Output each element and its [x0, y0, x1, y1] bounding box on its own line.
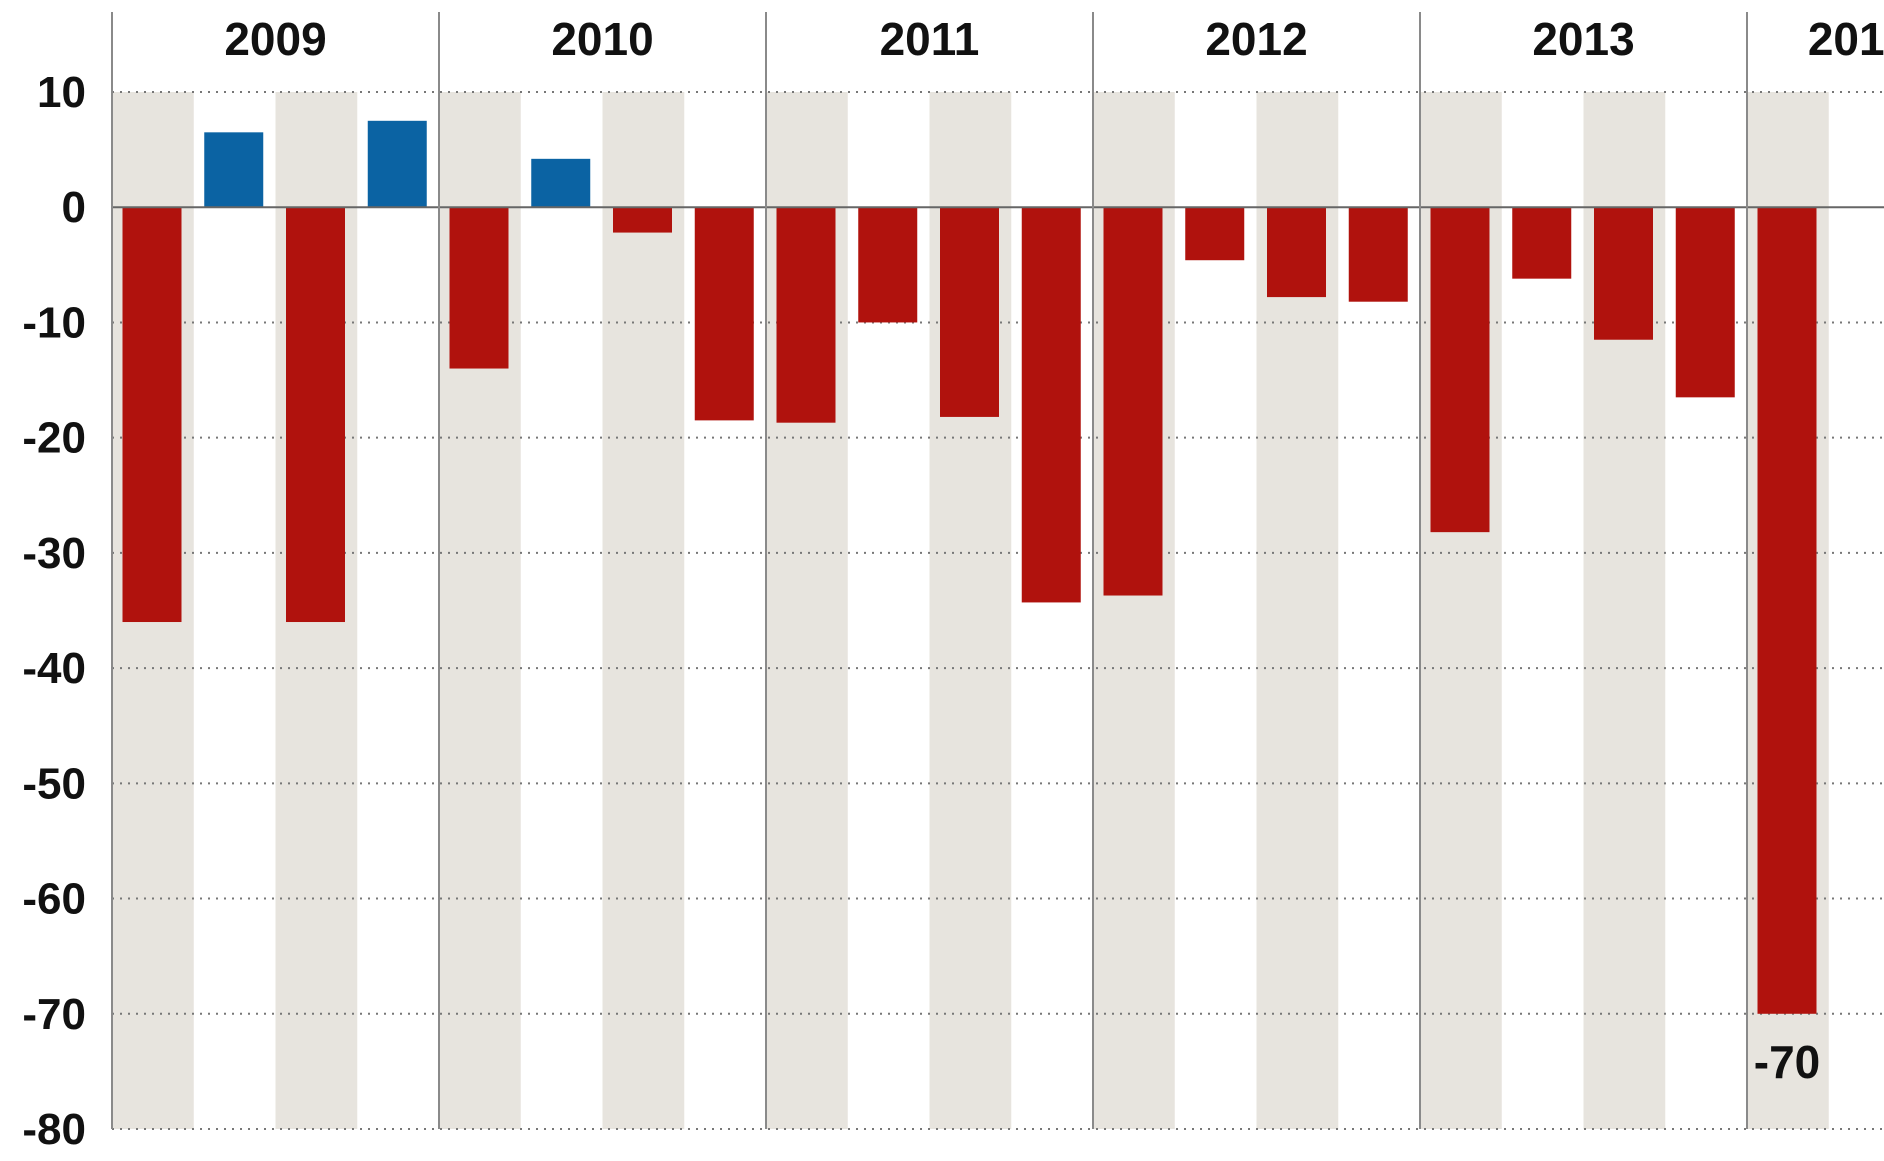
year-label: 2012 [1205, 13, 1307, 65]
y-tick-label: 10 [37, 68, 86, 117]
year-label: 2013 [1532, 13, 1634, 65]
bar-mark [1348, 207, 1408, 302]
labels: 10 0 -10 -20 -30 -40 -50 -60 -70 -80 2009 2010 2011 2… [22, 13, 1884, 1154]
bar-mark [1185, 207, 1245, 261]
bar-mark [940, 207, 999, 417]
y-tick-label: -70 [22, 990, 86, 1039]
y-tick-label: -40 [22, 644, 86, 693]
bar-mark [1512, 207, 1572, 279]
year-label: 2014 [1808, 13, 1884, 65]
year-separators [111, 12, 1748, 1129]
data-label: -70 [1754, 1036, 1820, 1088]
bar-mark [367, 120, 427, 208]
quarter-band [602, 92, 685, 1129]
bar-mark [1267, 207, 1326, 298]
bar-mark [122, 207, 182, 623]
bar-mark [1594, 207, 1653, 340]
y-tick-label: -20 [22, 414, 86, 463]
y-tick-label: -30 [22, 529, 86, 578]
y-tick-label: 0 [62, 183, 86, 232]
year-label: 2009 [224, 13, 326, 65]
y-tick-label: -10 [22, 298, 86, 347]
y-tick-label: -50 [22, 759, 86, 808]
bar-mark [449, 207, 509, 369]
bar-mark [1675, 207, 1735, 398]
bar-mark [286, 207, 345, 623]
bar-mark [204, 132, 264, 208]
bar-mark [858, 207, 918, 323]
bar-mark [613, 207, 672, 233]
year-label: 2010 [551, 13, 653, 65]
bar-mark [1430, 207, 1490, 533]
bars [122, 120, 1817, 1014]
bar-mark [1103, 207, 1163, 596]
bar-mark [1021, 207, 1081, 603]
bar-mark [1757, 207, 1817, 1014]
bar-mark [776, 207, 836, 423]
y-tick-label: -80 [22, 1105, 86, 1154]
bar-mark [531, 158, 591, 208]
y-tick-label: -60 [22, 875, 86, 924]
bar-mark [694, 207, 754, 421]
year-label: 2011 [880, 13, 980, 65]
